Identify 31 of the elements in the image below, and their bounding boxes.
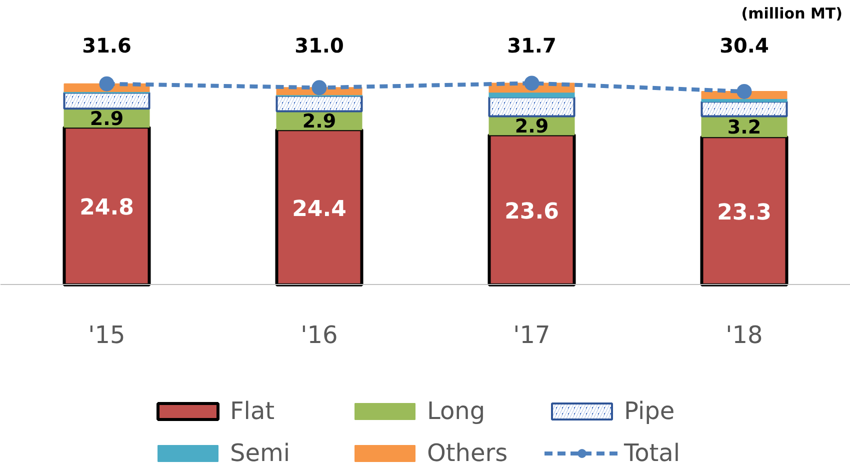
data-label: 23.6	[504, 199, 559, 224]
bar	[62, 126, 151, 286]
data-label: 2.9	[514, 116, 549, 138]
data-label: 23.3	[717, 200, 772, 226]
data-label: 31.6	[82, 33, 132, 58]
legend-label: Total	[624, 438, 682, 468]
bar	[700, 135, 788, 286]
point	[99, 76, 114, 92]
bar	[488, 133, 576, 286]
x-tick-label: '17	[513, 320, 550, 349]
data-label: 24.4	[292, 196, 346, 222]
point	[524, 76, 540, 91]
data-label: 3.2	[727, 116, 762, 138]
legend-label: Semi	[230, 438, 292, 468]
data-label: 31.7	[507, 33, 556, 58]
data-label: 30.4	[720, 33, 769, 58]
data-label: 31.0	[294, 33, 344, 58]
data-label: 2.9	[302, 110, 336, 132]
x-tick-label: '16	[300, 320, 338, 349]
legend-label: Long	[427, 396, 486, 426]
annotation: (million MT)	[741, 4, 843, 23]
legend-label: Others	[427, 438, 509, 468]
x-tick-label: '15	[88, 320, 126, 349]
data-label: 24.8	[80, 196, 134, 221]
point	[312, 80, 327, 96]
legend-label: Flat	[230, 396, 276, 426]
data-label: 2.9	[90, 108, 124, 130]
point	[736, 84, 752, 99]
legend-label: Pipe	[624, 396, 676, 426]
bar	[275, 128, 364, 286]
x-tick-label: '18	[726, 320, 763, 349]
